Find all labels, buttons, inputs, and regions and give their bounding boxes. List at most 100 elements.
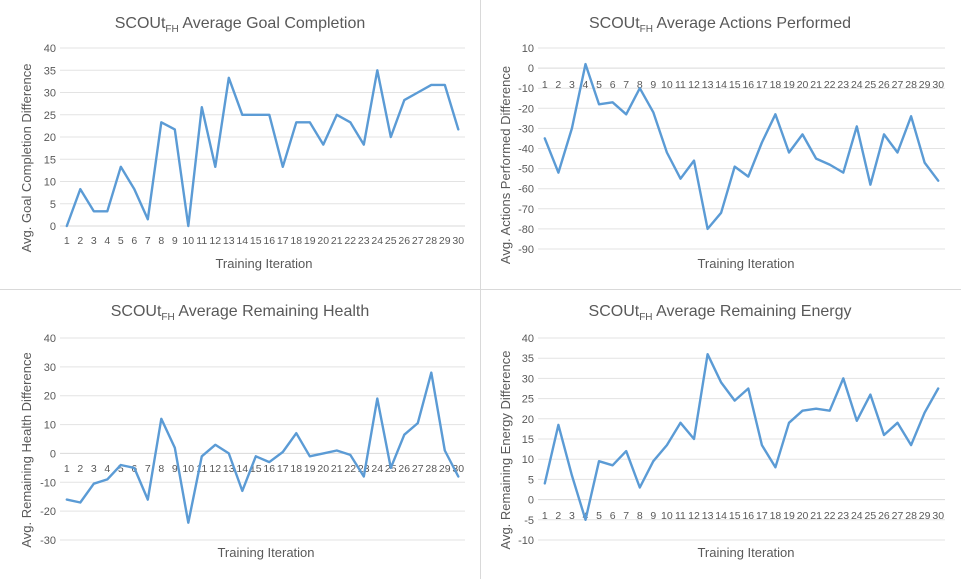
x-tick-label: 25 [865,510,877,522]
x-tick-label: 19 [304,463,316,475]
y-tick-label: 35 [522,353,534,365]
y-axis-label: Avg. Actions Performed Difference [498,66,513,264]
x-tick-label: 20 [797,510,809,522]
x-tick-label: 27 [892,79,904,91]
y-tick-label: 40 [44,333,56,345]
y-tick-label: -20 [518,103,534,115]
x-tick-label: 17 [277,235,289,247]
x-tick-label: 12 [209,463,221,475]
y-tick-label: -80 [518,224,534,236]
x-tick-label: 10 [182,463,194,475]
x-tick-label: 7 [623,510,629,522]
x-tick-label: 29 [919,510,931,522]
x-tick-label: 5 [118,463,124,475]
x-tick-label: 30 [932,510,944,522]
x-tick-label: 27 [412,235,424,247]
y-tick-label: 0 [528,495,534,507]
x-tick-label: 15 [729,510,741,522]
x-tick-label: 13 [702,510,714,522]
x-tick-label: 30 [452,463,464,475]
x-tick-label: 23 [837,510,849,522]
x-tick-label: 14 [236,463,248,475]
y-tick-label: 40 [522,333,534,345]
y-tick-label: -70 [518,204,534,216]
x-tick-label: 4 [104,235,110,247]
x-tick-label: 27 [892,510,904,522]
x-tick-label: 3 [569,79,575,91]
x-tick-label: 28 [905,510,917,522]
x-tick-label: 2 [77,463,83,475]
x-tick-label: 8 [158,235,164,247]
x-tick-label: 19 [783,79,795,91]
x-tick-label: 11 [675,510,686,522]
x-tick-label: 20 [317,463,329,475]
y-tick-label: 20 [522,414,534,426]
y-tick-label: 15 [44,154,56,166]
x-tick-label: 13 [702,79,714,91]
x-tick-label: 26 [878,79,890,91]
x-tick-label: 17 [277,463,289,475]
y-tick-label: 30 [44,88,56,100]
x-tick-label: 21 [810,79,822,91]
y-tick-label: -10 [518,83,534,95]
x-tick-label: 2 [77,235,83,247]
y-tick-label: 0 [50,221,56,233]
x-tick-label: 30 [932,79,944,91]
x-tick-label: 26 [878,510,890,522]
x-tick-label: 13 [223,463,235,475]
chart-title: SCOUtFH Average Actions Performed [589,15,851,35]
x-tick-label: 26 [398,235,410,247]
y-tick-label: -5 [524,515,534,527]
x-tick-label: 10 [182,235,194,247]
x-tick-label: 20 [797,79,809,91]
y-tick-label: 25 [44,110,56,122]
x-tick-label: 8 [637,79,643,91]
chart-title: SCOUtFH Average Remaining Energy [589,303,852,323]
x-tick-label: 12 [688,510,700,522]
y-tick-label: 10 [44,177,56,189]
chart-title: SCOUtFH Average Goal Completion [115,15,366,35]
x-tick-label: 16 [742,79,754,91]
x-tick-label: 6 [610,79,616,91]
x-tick-label: 7 [145,463,151,475]
x-tick-label: 26 [398,463,410,475]
y-tick-label: 0 [528,63,534,75]
x-tick-label: 17 [756,79,768,91]
x-tick-label: 9 [172,235,178,247]
y-axis-label: Avg. Remaining Energy Difference [498,351,513,550]
x-tick-label: 7 [145,235,151,247]
x-tick-label: 12 [209,235,221,247]
y-tick-label: -10 [40,477,56,489]
x-tick-label: 11 [196,235,207,247]
y-tick-label: -20 [40,506,56,518]
x-tick-label: 24 [371,235,383,247]
y-tick-label: 25 [522,394,534,406]
y-tick-label: -10 [518,535,534,547]
x-tick-label: 12 [688,79,700,91]
x-tick-label: 21 [331,463,343,475]
x-axis-label: Training Iteration [697,256,794,271]
x-tick-label: 24 [851,79,863,91]
x-tick-label: 14 [715,510,727,522]
x-tick-label: 11 [196,463,207,475]
y-axis-label: Avg. Goal Completion Difference [19,64,34,253]
x-tick-label: 1 [64,463,70,475]
x-tick-label: 22 [344,235,356,247]
x-tick-label: 13 [223,235,235,247]
x-tick-label: 23 [837,79,849,91]
x-tick-label: 16 [263,463,275,475]
y-tick-label: 40 [44,43,56,55]
x-tick-label: 9 [650,79,656,91]
x-tick-label: 27 [412,463,424,475]
x-tick-label: 8 [637,510,643,522]
x-axis-label: Training Iteration [697,545,794,560]
x-tick-label: 29 [919,79,931,91]
y-tick-label: 30 [44,362,56,374]
x-tick-label: 15 [729,79,741,91]
y-tick-label: -30 [40,535,56,547]
x-tick-label: 9 [650,510,656,522]
x-tick-label: 17 [756,510,768,522]
x-tick-label: 21 [810,510,822,522]
x-tick-label: 21 [331,235,343,247]
